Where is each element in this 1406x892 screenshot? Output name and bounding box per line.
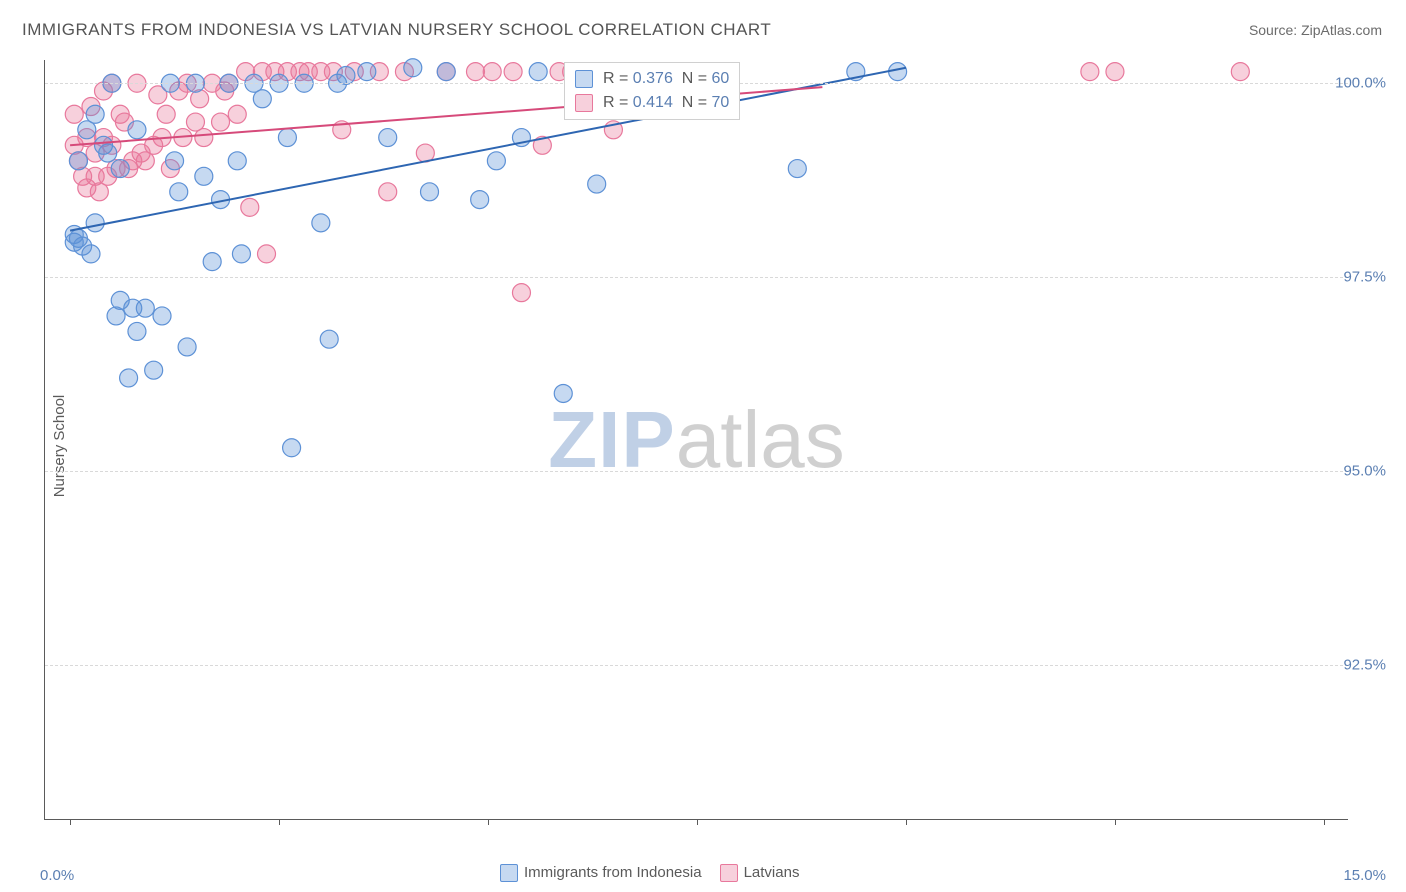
x-tick: [70, 819, 71, 825]
legend-swatch-latvians: [720, 864, 738, 882]
scatter-point-indonesia: [312, 214, 330, 232]
scatter-point-indonesia: [82, 245, 100, 263]
scatter-point-indonesia: [153, 307, 171, 325]
stat-n-label: N =: [673, 94, 712, 112]
scatter-point-indonesia: [404, 59, 422, 77]
scatter-point-indonesia: [195, 167, 213, 185]
legend-label-latvians: Latvians: [744, 864, 800, 881]
scatter-point-indonesia: [320, 330, 338, 348]
scatter-point-latvians: [483, 63, 501, 81]
x-tick: [697, 819, 698, 825]
scatter-point-indonesia: [203, 253, 221, 271]
scatter-point-indonesia: [283, 439, 301, 457]
scatter-point-indonesia: [86, 214, 104, 232]
scatter-point-indonesia: [99, 144, 117, 162]
scatter-point-latvians: [65, 105, 83, 123]
scatter-point-latvians: [212, 113, 230, 131]
legend-swatch-indonesia: [500, 864, 518, 882]
scatter-point-indonesia: [86, 105, 104, 123]
scatter-point-indonesia: [232, 245, 250, 263]
scatter-point-latvians: [1106, 63, 1124, 81]
stat-r-val-latvians: 0.414: [633, 94, 673, 112]
stat-n-label: N =: [673, 70, 712, 88]
scatter-point-indonesia: [379, 129, 397, 147]
stat-r-val-indonesia: 0.376: [633, 70, 673, 88]
scatter-point-indonesia: [437, 63, 455, 81]
scatter-point-indonesia: [170, 183, 188, 201]
gridline-h: [45, 665, 1348, 666]
scatter-point-indonesia: [253, 90, 271, 108]
y-tick-label: 95.0%: [1343, 463, 1386, 480]
scatter-point-latvians: [379, 183, 397, 201]
scatter-point-indonesia: [145, 361, 163, 379]
stat-swatch-indonesia: [575, 70, 593, 88]
stat-r-label: R =: [603, 94, 633, 112]
stat-row-indonesia: R = 0.376 N = 60: [575, 67, 729, 91]
scatter-point-indonesia: [128, 322, 146, 340]
stat-n-val-latvians: 70: [712, 94, 730, 112]
scatter-point-indonesia: [358, 63, 376, 81]
scatter-point-latvians: [512, 284, 530, 302]
x-tick: [488, 819, 489, 825]
scatter-point-indonesia: [337, 67, 355, 85]
scatter-point-indonesia: [136, 299, 154, 317]
scatter-svg: [45, 60, 1349, 820]
x-tick: [1115, 819, 1116, 825]
x-tick-label-right: 15.0%: [1343, 867, 1386, 884]
scatter-point-latvians: [504, 63, 522, 81]
x-tick-label-left: 0.0%: [40, 867, 74, 884]
scatter-point-indonesia: [588, 175, 606, 193]
plot-area: ZIPatlas: [44, 60, 1348, 820]
source-label: Source: ZipAtlas.com: [1249, 22, 1382, 38]
x-tick: [279, 819, 280, 825]
scatter-point-indonesia: [69, 152, 87, 170]
scatter-point-latvians: [195, 129, 213, 147]
scatter-point-indonesia: [889, 63, 907, 81]
y-tick-label: 92.5%: [1343, 656, 1386, 673]
legend-item-indonesia: Immigrants from Indonesia: [500, 864, 702, 882]
scatter-point-latvians: [466, 63, 484, 81]
stat-box: R = 0.376 N = 60 R = 0.414 N = 70: [564, 62, 740, 120]
bottom-legend: Immigrants from Indonesia Latvians: [500, 864, 799, 882]
stat-n-val-indonesia: 60: [712, 70, 730, 88]
gridline-h: [45, 277, 1348, 278]
scatter-point-indonesia: [487, 152, 505, 170]
scatter-point-indonesia: [529, 63, 547, 81]
scatter-point-indonesia: [228, 152, 246, 170]
legend-label-indonesia: Immigrants from Indonesia: [524, 864, 702, 881]
x-tick: [906, 819, 907, 825]
scatter-point-indonesia: [471, 191, 489, 209]
scatter-point-latvians: [1081, 63, 1099, 81]
scatter-point-latvians: [157, 105, 175, 123]
scatter-point-indonesia: [178, 338, 196, 356]
stat-swatch-latvians: [575, 94, 593, 112]
gridline-h: [45, 471, 1348, 472]
legend-item-latvians: Latvians: [720, 864, 800, 882]
stat-row-latvians: R = 0.414 N = 70: [575, 91, 729, 115]
scatter-point-indonesia: [788, 160, 806, 178]
scatter-point-indonesia: [421, 183, 439, 201]
scatter-point-indonesia: [111, 160, 129, 178]
scatter-point-indonesia: [554, 384, 572, 402]
y-tick-label: 100.0%: [1335, 75, 1386, 92]
stat-r-label: R =: [603, 70, 633, 88]
scatter-point-indonesia: [120, 369, 138, 387]
scatter-point-indonesia: [278, 129, 296, 147]
y-tick-label: 97.5%: [1343, 269, 1386, 286]
x-tick: [1324, 819, 1325, 825]
scatter-point-latvians: [228, 105, 246, 123]
chart-title: IMMIGRANTS FROM INDONESIA VS LATVIAN NUR…: [22, 20, 771, 40]
scatter-point-latvians: [1231, 63, 1249, 81]
scatter-point-indonesia: [128, 121, 146, 139]
scatter-point-latvians: [258, 245, 276, 263]
scatter-point-indonesia: [166, 152, 184, 170]
scatter-point-latvians: [241, 198, 259, 216]
